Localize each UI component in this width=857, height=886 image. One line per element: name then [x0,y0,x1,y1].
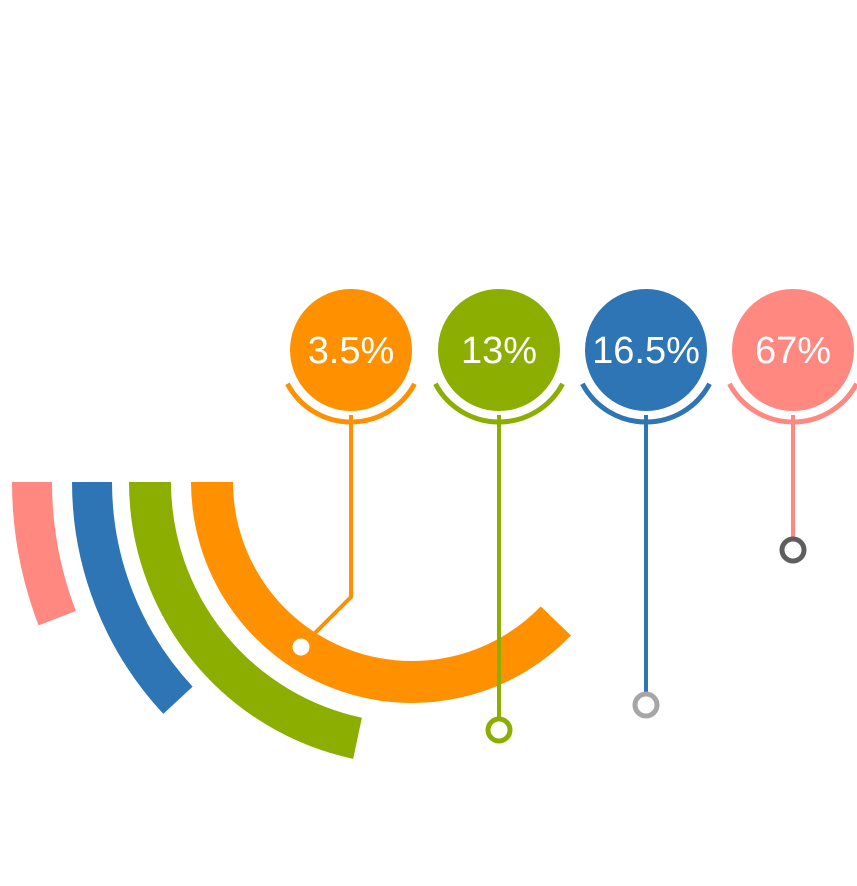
arc-bar [12,481,77,626]
bubble-underline [580,382,712,425]
connector-dot [632,691,660,719]
connector-dot [485,716,513,744]
bubble-underline [285,382,417,425]
bubble-underline [433,382,565,425]
arc-bar [72,481,193,714]
arc-bar [129,481,363,759]
value-bubble [732,289,854,411]
value-label: 67% [755,330,831,372]
value-bubble [290,289,412,411]
connector-dot [287,633,315,661]
bubble-underline [727,382,857,425]
arc-bar [191,481,571,703]
connector-line [307,415,353,641]
value-label: 3.5% [308,330,395,372]
value-label: 13% [461,330,537,372]
value-bubble [438,289,560,411]
value-bubble [585,289,707,411]
connector-dot [779,536,807,564]
value-label: 16.5% [592,330,700,372]
